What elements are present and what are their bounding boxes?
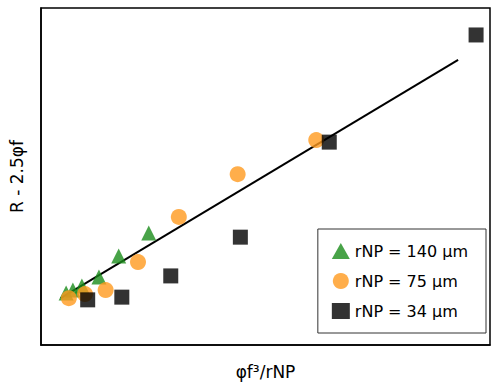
svg-text:rNP = 140 μm: rNP = 140 μm: [355, 242, 468, 261]
svg-text:φf³/rNP: φf³/rNP: [236, 362, 296, 382]
svg-text:R - 2.5φf: R - 2.5φf: [7, 139, 27, 213]
svg-text:rNP = 75 μm: rNP = 75 μm: [355, 272, 458, 291]
svg-text:rNP = 34 μm: rNP = 34 μm: [355, 302, 458, 321]
